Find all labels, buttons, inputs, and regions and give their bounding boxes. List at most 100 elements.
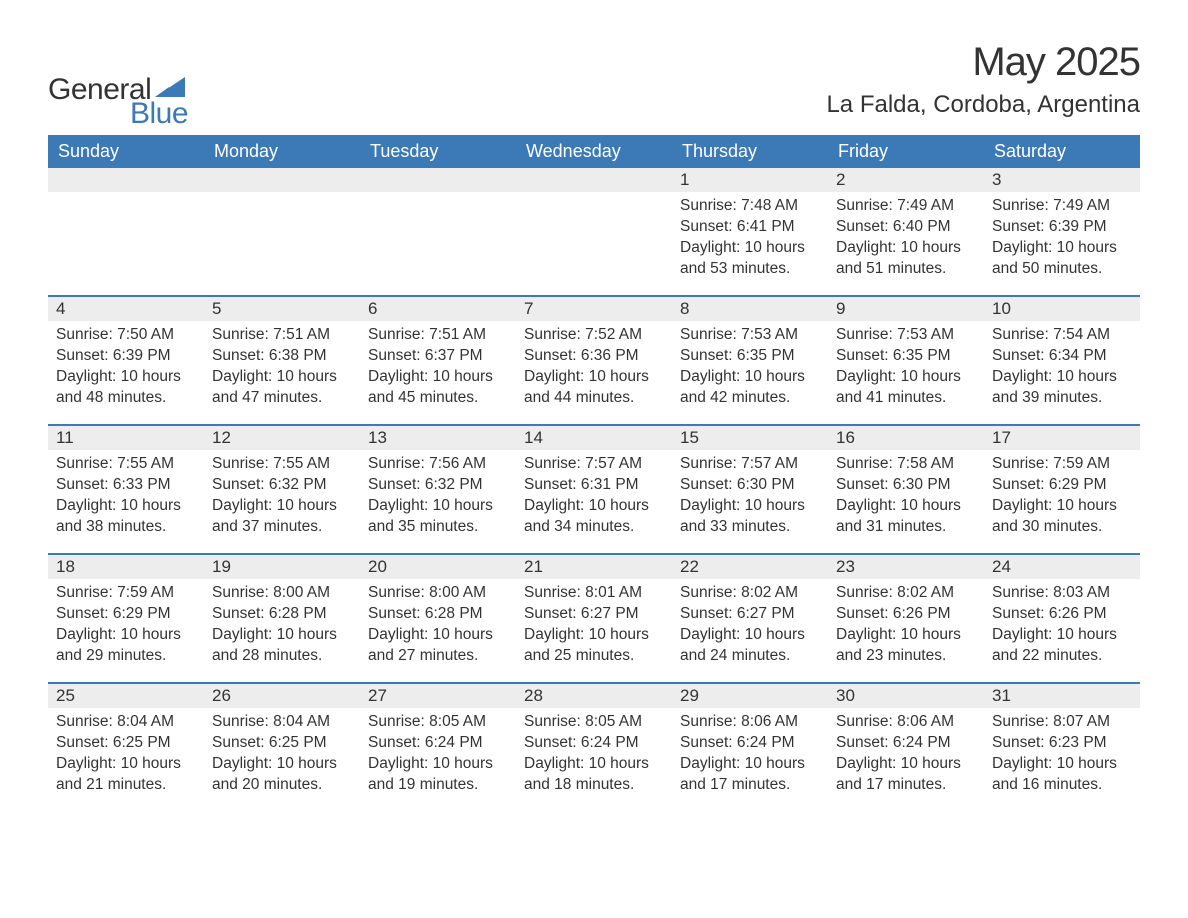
- daylight-text-2: and 24 minutes.: [680, 646, 820, 667]
- daylight-text-2: and 51 minutes.: [836, 259, 976, 280]
- sunrise-text: Sunrise: 7:57 AM: [680, 454, 820, 475]
- day-number: 11: [48, 426, 204, 450]
- daylight-text-1: Daylight: 10 hours: [680, 625, 820, 646]
- daylight-text-2: and 38 minutes.: [56, 517, 196, 538]
- day-number: 1: [672, 168, 828, 192]
- daylight-text-1: Daylight: 10 hours: [992, 238, 1132, 259]
- day-number-empty: [516, 168, 672, 192]
- day-details: Sunrise: 7:54 AMSunset: 6:34 PMDaylight:…: [984, 321, 1140, 417]
- day-number: 2: [828, 168, 984, 192]
- day-number: 13: [360, 426, 516, 450]
- brand-name-2: Blue: [130, 99, 188, 129]
- daylight-text-2: and 18 minutes.: [524, 775, 664, 796]
- sunrise-text: Sunrise: 8:03 AM: [992, 583, 1132, 604]
- daylight-text-1: Daylight: 10 hours: [56, 625, 196, 646]
- day-number: 14: [516, 426, 672, 450]
- day-details: Sunrise: 8:07 AMSunset: 6:23 PMDaylight:…: [984, 708, 1140, 804]
- sunset-text: Sunset: 6:33 PM: [56, 475, 196, 496]
- sunset-text: Sunset: 6:25 PM: [212, 733, 352, 754]
- day-details: Sunrise: 7:49 AMSunset: 6:40 PMDaylight:…: [828, 192, 984, 288]
- daylight-text-1: Daylight: 10 hours: [212, 367, 352, 388]
- daylight-text-1: Daylight: 10 hours: [368, 625, 508, 646]
- day-number: 4: [48, 297, 204, 321]
- calendar-page: General Blue May 2025 La Falda, Cordoba,…: [0, 0, 1188, 860]
- calendar-cell: 13Sunrise: 7:56 AMSunset: 6:32 PMDayligh…: [360, 426, 516, 554]
- sunrise-text: Sunrise: 7:49 AM: [836, 196, 976, 217]
- sunset-text: Sunset: 6:26 PM: [836, 604, 976, 625]
- sunset-text: Sunset: 6:30 PM: [836, 475, 976, 496]
- day-header: Monday: [204, 135, 360, 168]
- day-details: Sunrise: 7:59 AMSunset: 6:29 PMDaylight:…: [984, 450, 1140, 546]
- sunset-text: Sunset: 6:38 PM: [212, 346, 352, 367]
- day-details: Sunrise: 7:56 AMSunset: 6:32 PMDaylight:…: [360, 450, 516, 546]
- daylight-text-2: and 53 minutes.: [680, 259, 820, 280]
- daylight-text-2: and 47 minutes.: [212, 388, 352, 409]
- sunset-text: Sunset: 6:27 PM: [680, 604, 820, 625]
- sunset-text: Sunset: 6:30 PM: [680, 475, 820, 496]
- day-details: Sunrise: 7:55 AMSunset: 6:32 PMDaylight:…: [204, 450, 360, 546]
- calendar-cell: 5Sunrise: 7:51 AMSunset: 6:38 PMDaylight…: [204, 297, 360, 425]
- daylight-text-2: and 41 minutes.: [836, 388, 976, 409]
- day-number: 28: [516, 684, 672, 708]
- day-details: Sunrise: 7:58 AMSunset: 6:30 PMDaylight:…: [828, 450, 984, 546]
- calendar-cell: 16Sunrise: 7:58 AMSunset: 6:30 PMDayligh…: [828, 426, 984, 554]
- daylight-text-1: Daylight: 10 hours: [992, 367, 1132, 388]
- daylight-text-2: and 20 minutes.: [212, 775, 352, 796]
- daylight-text-2: and 48 minutes.: [56, 388, 196, 409]
- day-details: Sunrise: 8:05 AMSunset: 6:24 PMDaylight:…: [516, 708, 672, 804]
- day-number: 18: [48, 555, 204, 579]
- day-details: Sunrise: 8:00 AMSunset: 6:28 PMDaylight:…: [360, 579, 516, 675]
- day-number: 25: [48, 684, 204, 708]
- sunset-text: Sunset: 6:39 PM: [56, 346, 196, 367]
- sunrise-text: Sunrise: 8:05 AM: [524, 712, 664, 733]
- calendar-cell: 20Sunrise: 8:00 AMSunset: 6:28 PMDayligh…: [360, 555, 516, 683]
- day-number: 19: [204, 555, 360, 579]
- calendar-week-row: 11Sunrise: 7:55 AMSunset: 6:33 PMDayligh…: [48, 426, 1140, 554]
- calendar-table: Sunday Monday Tuesday Wednesday Thursday…: [48, 135, 1140, 812]
- day-number: 8: [672, 297, 828, 321]
- calendar-cell: 27Sunrise: 8:05 AMSunset: 6:24 PMDayligh…: [360, 684, 516, 812]
- sunset-text: Sunset: 6:31 PM: [524, 475, 664, 496]
- daylight-text-1: Daylight: 10 hours: [836, 238, 976, 259]
- day-details: Sunrise: 7:53 AMSunset: 6:35 PMDaylight:…: [828, 321, 984, 417]
- sunrise-text: Sunrise: 8:00 AM: [212, 583, 352, 604]
- daylight-text-2: and 33 minutes.: [680, 517, 820, 538]
- sunrise-text: Sunrise: 7:53 AM: [836, 325, 976, 346]
- day-details: Sunrise: 8:03 AMSunset: 6:26 PMDaylight:…: [984, 579, 1140, 675]
- calendar-cell: [360, 168, 516, 296]
- sunrise-text: Sunrise: 7:52 AM: [524, 325, 664, 346]
- calendar-cell: [48, 168, 204, 296]
- calendar-cell: 17Sunrise: 7:59 AMSunset: 6:29 PMDayligh…: [984, 426, 1140, 554]
- day-number-empty: [360, 168, 516, 192]
- daylight-text-1: Daylight: 10 hours: [524, 496, 664, 517]
- header-row: General Blue May 2025 La Falda, Cordoba,…: [48, 40, 1140, 129]
- day-number: 10: [984, 297, 1140, 321]
- calendar-cell: 31Sunrise: 8:07 AMSunset: 6:23 PMDayligh…: [984, 684, 1140, 812]
- day-details: Sunrise: 8:01 AMSunset: 6:27 PMDaylight:…: [516, 579, 672, 675]
- day-details: Sunrise: 7:50 AMSunset: 6:39 PMDaylight:…: [48, 321, 204, 417]
- calendar-week-row: 1Sunrise: 7:48 AMSunset: 6:41 PMDaylight…: [48, 168, 1140, 296]
- sunrise-text: Sunrise: 7:50 AM: [56, 325, 196, 346]
- daylight-text-2: and 37 minutes.: [212, 517, 352, 538]
- sunset-text: Sunset: 6:28 PM: [212, 604, 352, 625]
- day-header-row: Sunday Monday Tuesday Wednesday Thursday…: [48, 135, 1140, 168]
- daylight-text-1: Daylight: 10 hours: [56, 754, 196, 775]
- calendar-week-row: 4Sunrise: 7:50 AMSunset: 6:39 PMDaylight…: [48, 297, 1140, 425]
- day-number: 24: [984, 555, 1140, 579]
- sunset-text: Sunset: 6:29 PM: [56, 604, 196, 625]
- sunrise-text: Sunrise: 7:48 AM: [680, 196, 820, 217]
- sunrise-text: Sunrise: 8:06 AM: [680, 712, 820, 733]
- day-number: 21: [516, 555, 672, 579]
- daylight-text-2: and 17 minutes.: [836, 775, 976, 796]
- calendar-cell: 8Sunrise: 7:53 AMSunset: 6:35 PMDaylight…: [672, 297, 828, 425]
- daylight-text-2: and 22 minutes.: [992, 646, 1132, 667]
- sunrise-text: Sunrise: 8:07 AM: [992, 712, 1132, 733]
- day-header: Thursday: [672, 135, 828, 168]
- sunrise-text: Sunrise: 8:02 AM: [836, 583, 976, 604]
- daylight-text-1: Daylight: 10 hours: [368, 496, 508, 517]
- calendar-cell: 7Sunrise: 7:52 AMSunset: 6:36 PMDaylight…: [516, 297, 672, 425]
- day-header: Sunday: [48, 135, 204, 168]
- calendar-cell: 15Sunrise: 7:57 AMSunset: 6:30 PMDayligh…: [672, 426, 828, 554]
- day-number: 6: [360, 297, 516, 321]
- sunrise-text: Sunrise: 7:54 AM: [992, 325, 1132, 346]
